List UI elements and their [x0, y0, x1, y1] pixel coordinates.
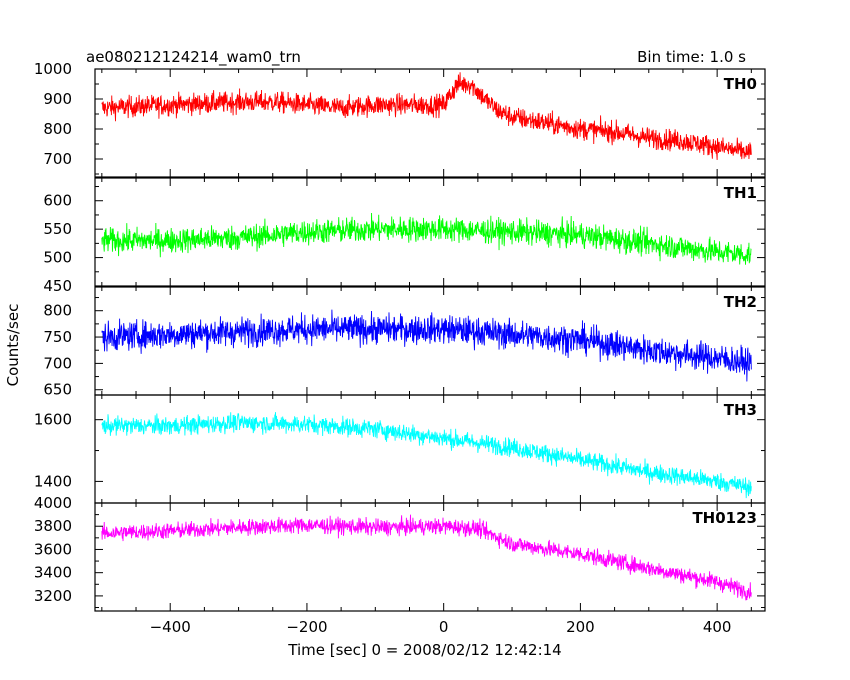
y-tick-label: 4000: [34, 494, 72, 512]
y-tick-label: 1000: [34, 60, 72, 78]
y-tick-label: 1400: [34, 472, 72, 490]
panel-frame: [94, 394, 766, 504]
y-tick-label: 3800: [34, 517, 72, 535]
bin-time-label: Bin time: 1.0 s: [637, 48, 746, 66]
x-tick-label: 400: [703, 618, 732, 636]
y-tick-label: 1600: [34, 411, 72, 429]
x-tick-label: 0: [439, 618, 449, 636]
series-name-th3: TH3: [724, 401, 757, 419]
y-tick-label: 3200: [34, 587, 72, 605]
series-line-th2: [101, 309, 752, 382]
y-tick-label: 800: [43, 120, 72, 138]
x-tick-label: 200: [566, 618, 595, 636]
y-tick-label: 3600: [34, 540, 72, 558]
y-tick-label: 800: [43, 302, 72, 320]
panel-th0123: 3200 3400 3600 3800 4000 TH0123: [34, 494, 766, 612]
panels: 700 800 900 1000 TH0 450 500 550 600 TH1 650 700 750…: [34, 60, 766, 636]
panel-frame: [94, 177, 766, 287]
series-line-th3: [101, 412, 752, 499]
panel-frame: [94, 502, 766, 612]
x-tick-label: −400: [150, 618, 191, 636]
y-tick-label: 500: [43, 249, 72, 267]
series-line-th0123: [101, 514, 752, 601]
y-tick-label: 750: [43, 328, 72, 346]
series-line-th0: [101, 72, 752, 160]
chart-title: ae080212124214_wam0_trn: [86, 48, 301, 67]
y-tick-label: 700: [43, 150, 72, 168]
y-tick-label: 900: [43, 90, 72, 108]
panel-th3: 1400 1600 TH3: [34, 394, 766, 504]
y-tick-label: 600: [43, 192, 72, 210]
panel-th2: 650 700 750 800 TH2: [43, 286, 766, 399]
series-name-th2: TH2: [724, 293, 757, 311]
y-axis-label: Counts/sec: [4, 304, 22, 387]
series-line-th1: [101, 213, 752, 265]
panel-th1: 450 500 550 600 TH1: [43, 177, 766, 295]
y-tick-label: 700: [43, 354, 72, 372]
x-tick-label: −200: [286, 618, 327, 636]
panel-th0: 700 800 900 1000 TH0: [34, 60, 766, 178]
y-tick-label: 550: [43, 220, 72, 238]
panel-frame: [94, 68, 766, 178]
y-tick-label: 450: [43, 277, 72, 295]
series-name-th1: TH1: [724, 184, 757, 202]
y-tick-label: 3400: [34, 564, 72, 582]
series-name-th0123: TH0123: [692, 509, 757, 527]
series-name-th0: TH0: [724, 75, 757, 93]
x-axis-label: Time [sec] 0 = 2008/02/12 12:42:14: [287, 641, 561, 659]
y-tick-label: 650: [43, 381, 72, 399]
